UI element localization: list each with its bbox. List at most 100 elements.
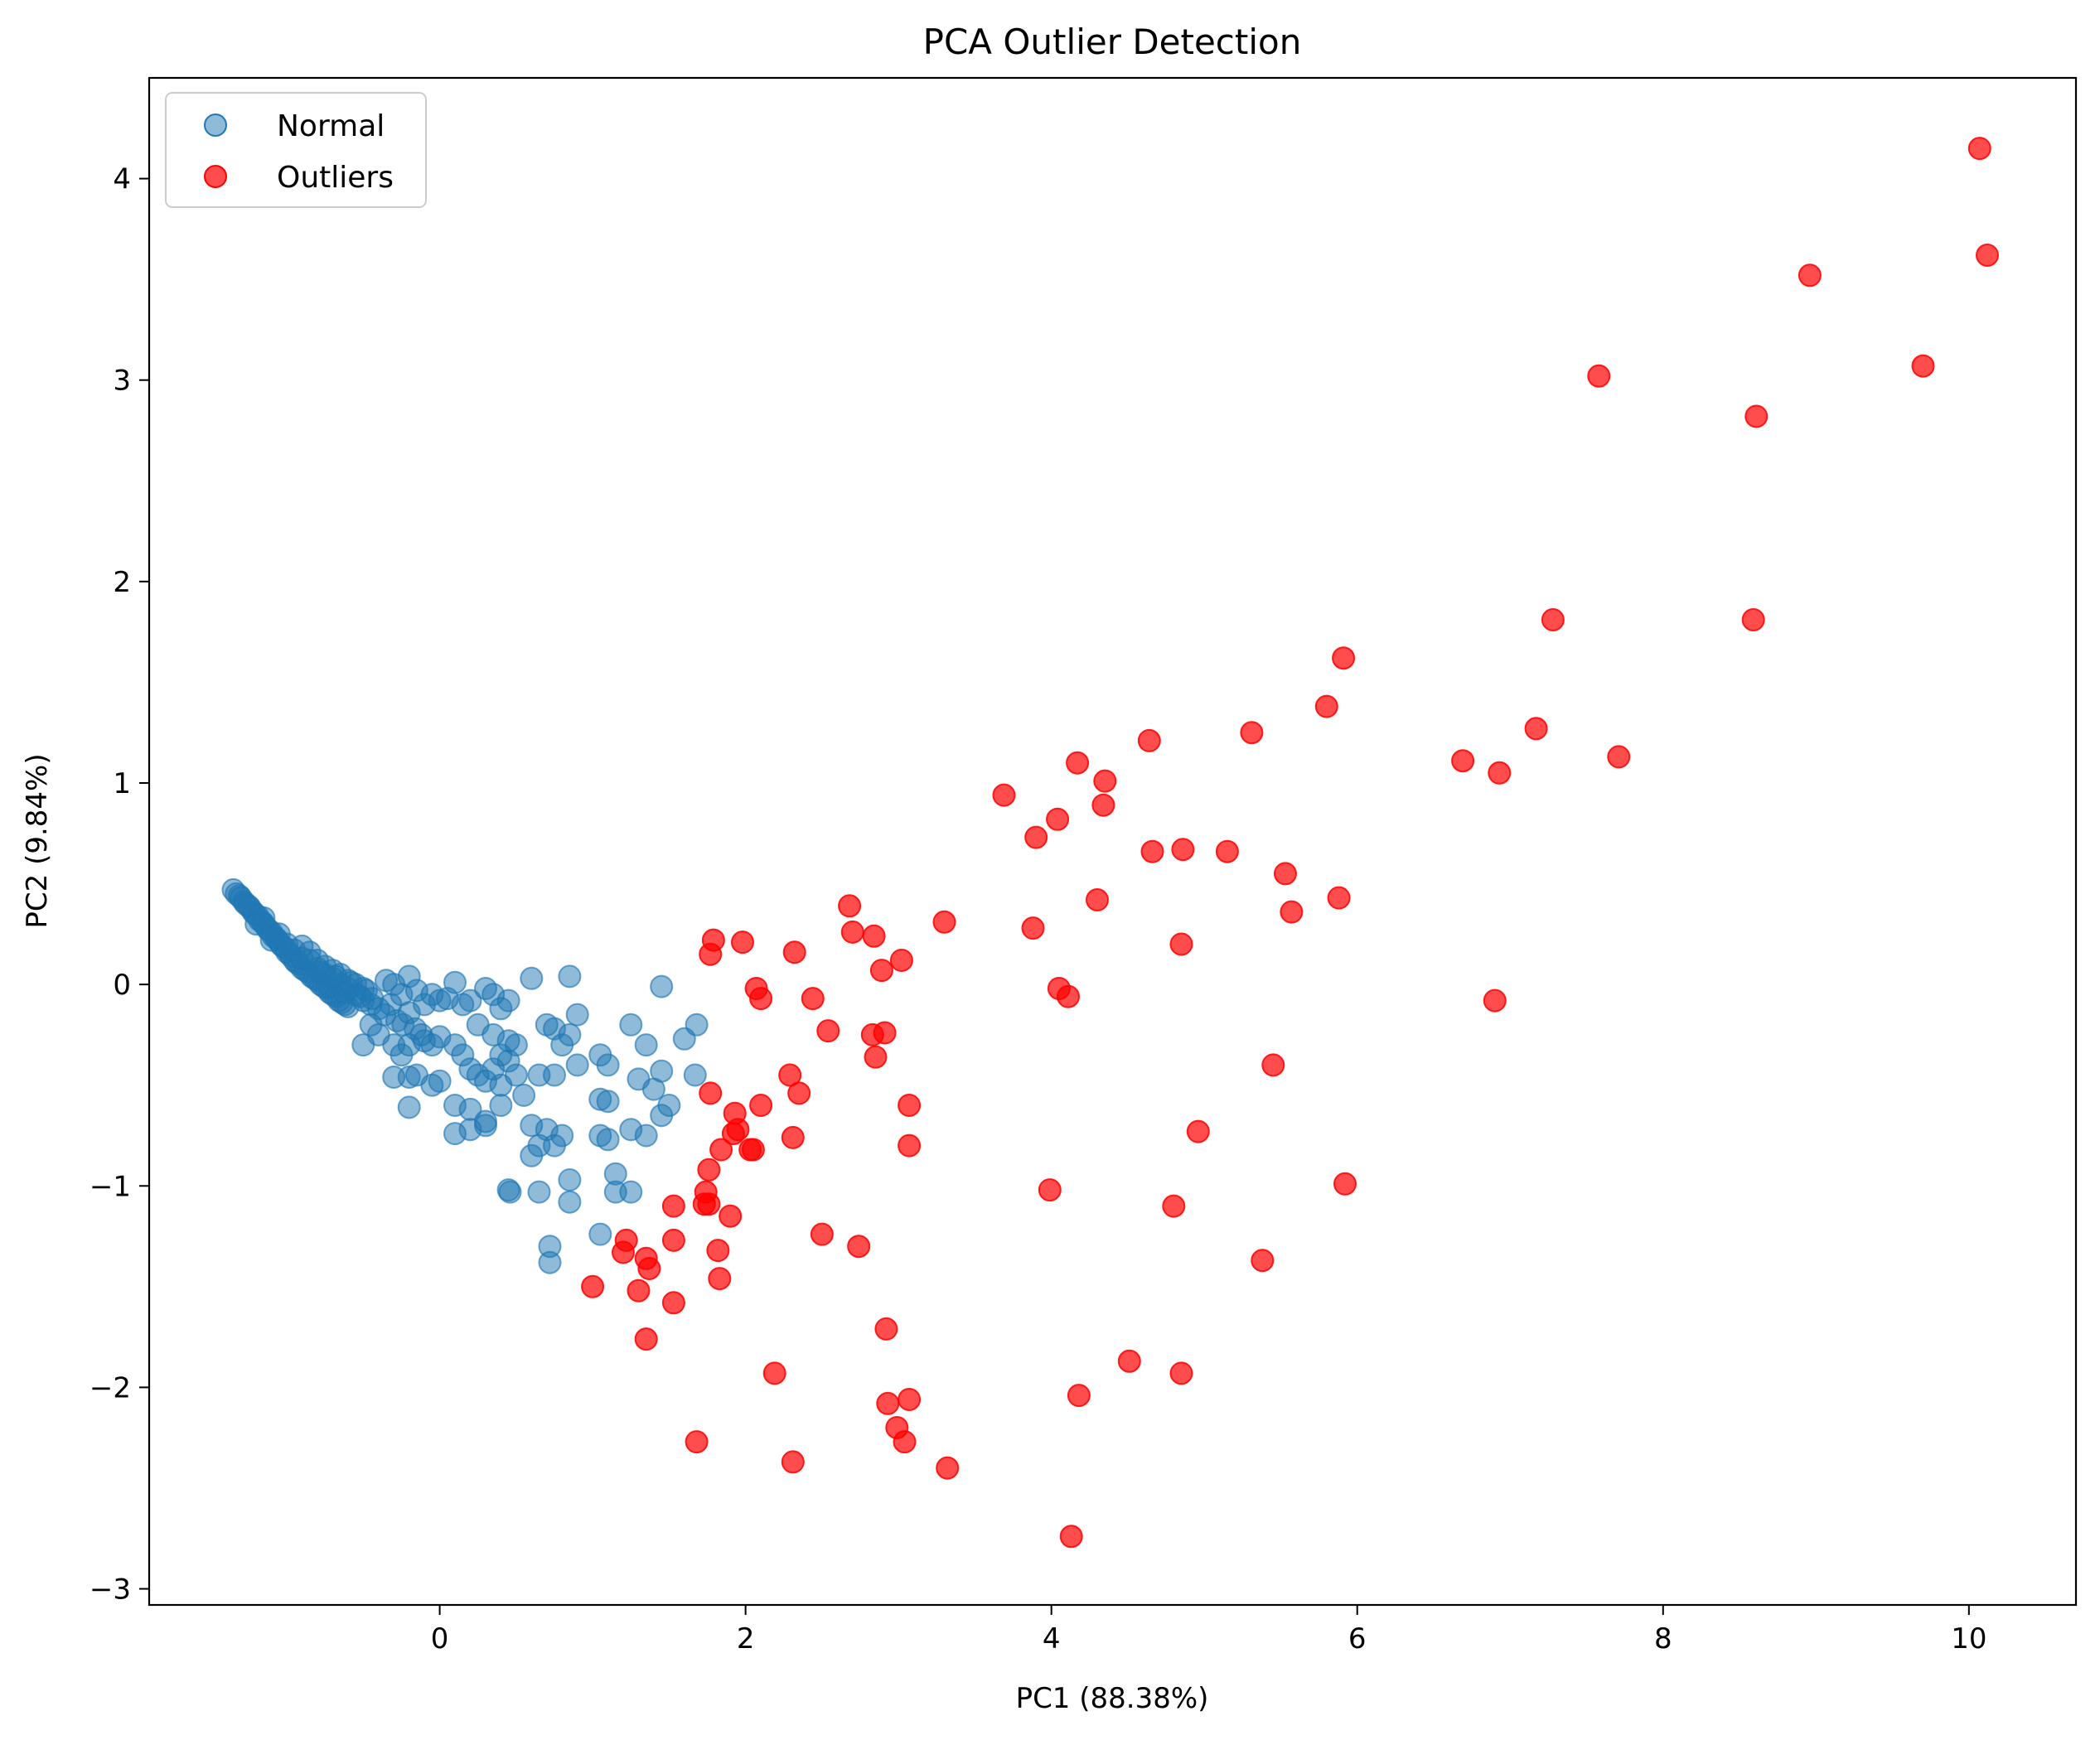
outliers-point (1524, 717, 1548, 741)
x-tick-label: 0 (431, 1622, 449, 1655)
normal-point (504, 1033, 528, 1057)
outliers-point (1251, 1249, 1275, 1273)
outliers-point (741, 1138, 765, 1162)
outliers-point (893, 1430, 917, 1454)
plot-frame (148, 76, 2078, 1607)
outliers-point (1215, 839, 1239, 863)
normal-point (619, 1180, 643, 1204)
outliers-point (1240, 721, 1264, 745)
normal-point (252, 906, 276, 930)
normal-point (496, 988, 520, 1013)
normal-point (627, 1067, 651, 1091)
outliers-point (869, 959, 893, 983)
y-tick-label: 3 (113, 365, 131, 398)
outliers-point (1488, 761, 1512, 785)
x-axis-label: PC1 (88.38%) (1016, 1682, 1209, 1715)
normal-point (512, 1083, 536, 1107)
x-tick-label: 4 (1043, 1622, 1061, 1655)
legend-label-normal: Normal (277, 109, 385, 143)
outliers-point (992, 783, 1016, 807)
normal-point (558, 964, 582, 988)
outliers-point (1333, 1172, 1357, 1196)
normal-point (558, 1190, 582, 1214)
outliers-point (1741, 608, 1765, 631)
outliers-point (1798, 263, 1822, 288)
outliers-point (1038, 1178, 1062, 1202)
normal-point (520, 966, 544, 990)
normal-point (558, 1022, 582, 1046)
outliers-point (1483, 988, 1507, 1013)
outliers-point (1332, 646, 1356, 670)
chart-title: PCA Outlier Detection (923, 22, 1302, 62)
outliers-point (810, 1222, 834, 1246)
normal-point (543, 1063, 566, 1087)
outliers-point (697, 1158, 721, 1182)
normal-point (558, 1168, 582, 1191)
y-tick-label: 1 (113, 767, 131, 800)
y-axis-label: PC2 (9.84%) (21, 753, 54, 928)
outliers-point (778, 1063, 802, 1087)
outliers-point (685, 1430, 709, 1454)
outliers-point (1967, 137, 1991, 161)
y-tick-label: −2 (90, 1371, 131, 1404)
outliers-point (932, 910, 956, 934)
outliers-point (1976, 244, 1999, 267)
outliers-point (1541, 608, 1565, 631)
outliers-point (1117, 1349, 1141, 1373)
legend-label-outliers: Outliers (277, 161, 394, 195)
outliers-point (782, 940, 806, 964)
plot-points (221, 137, 1999, 1549)
normal-point (596, 1053, 620, 1077)
outliers-point (709, 1138, 733, 1162)
normal-point (588, 1222, 612, 1246)
legend: Normal Outliers (165, 92, 427, 208)
normal-point (538, 1250, 562, 1274)
normal-point (596, 1128, 620, 1152)
outliers-point (1059, 1525, 1083, 1549)
outliers-point (749, 1094, 773, 1117)
normal-point (504, 1063, 528, 1087)
outliers-point (1162, 1194, 1186, 1218)
outliers-point (697, 1192, 721, 1216)
outliers-point (661, 1194, 685, 1218)
outliers-point (721, 1122, 745, 1146)
outliers-point (862, 924, 886, 948)
outliers-point (762, 1361, 786, 1385)
outliers-point (661, 1291, 685, 1315)
y-tick-label: 4 (113, 163, 131, 196)
outliers-point (1327, 886, 1351, 910)
outliers-point (1021, 916, 1045, 940)
outliers-point (637, 1257, 661, 1280)
y-axis: −3 −2 −1 0 1 2 3 4 (90, 163, 149, 1607)
outliers-point (801, 987, 825, 1011)
outliers-point (840, 920, 864, 944)
x-tick-label: 6 (1348, 1622, 1367, 1655)
normal-point (619, 1013, 643, 1037)
outliers-point (838, 894, 862, 918)
outliers-point (1261, 1053, 1285, 1077)
normal-point (565, 1053, 589, 1077)
outliers-point (889, 949, 913, 972)
outliers-point (1607, 745, 1631, 769)
normal-point (428, 1069, 452, 1093)
x-tick-label: 10 (1951, 1622, 1986, 1655)
y-tick-label: 0 (113, 969, 131, 1002)
normal-point (596, 1090, 620, 1114)
y-tick-label: −3 (90, 1573, 131, 1607)
outliers-point (1086, 888, 1109, 911)
normal-point (685, 1013, 709, 1037)
outliers-point (706, 1239, 730, 1263)
outliers-point (1093, 769, 1117, 793)
normal-point (650, 974, 674, 998)
outliers-point (1314, 694, 1338, 718)
outliers-point (627, 1278, 651, 1303)
normal-point (634, 1124, 658, 1148)
normal-point (527, 1180, 551, 1204)
outliers-point (708, 1267, 732, 1291)
outliers-point (634, 1327, 658, 1351)
legend-marker-normal (204, 114, 227, 137)
outliers-point (1024, 825, 1048, 849)
legend-box (165, 92, 427, 208)
